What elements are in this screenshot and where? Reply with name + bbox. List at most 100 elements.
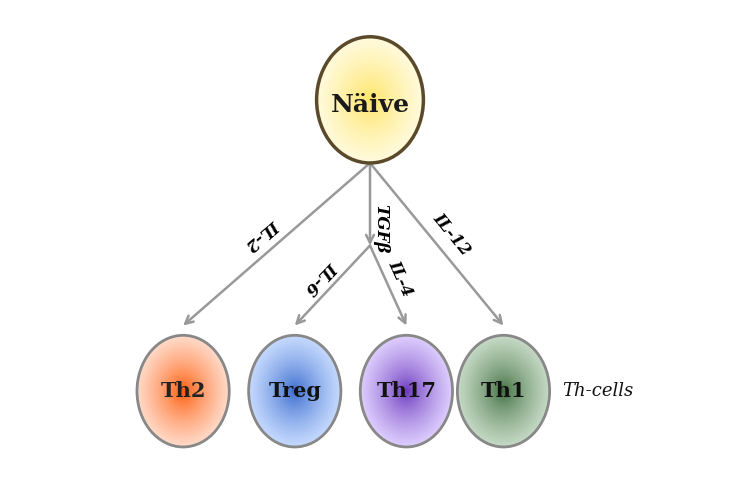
Ellipse shape [324, 46, 416, 154]
Ellipse shape [282, 376, 307, 407]
Ellipse shape [501, 387, 506, 395]
Ellipse shape [358, 85, 382, 114]
Ellipse shape [360, 89, 380, 111]
Ellipse shape [177, 383, 189, 399]
Ellipse shape [286, 380, 304, 402]
Ellipse shape [172, 379, 193, 404]
Ellipse shape [498, 384, 509, 398]
Ellipse shape [319, 40, 421, 160]
Ellipse shape [264, 354, 326, 428]
Ellipse shape [149, 349, 218, 433]
Ellipse shape [263, 352, 327, 430]
Ellipse shape [180, 387, 186, 395]
Ellipse shape [393, 374, 420, 408]
Ellipse shape [390, 372, 423, 410]
Ellipse shape [276, 369, 313, 413]
Ellipse shape [340, 65, 400, 135]
Ellipse shape [394, 377, 419, 406]
Ellipse shape [351, 77, 389, 123]
Text: Treg: Treg [269, 381, 321, 401]
Ellipse shape [488, 372, 519, 410]
Ellipse shape [326, 49, 414, 151]
Ellipse shape [137, 335, 229, 447]
Ellipse shape [281, 375, 308, 407]
Ellipse shape [502, 389, 505, 393]
Ellipse shape [479, 361, 528, 421]
Text: Th2: Th2 [161, 381, 206, 401]
Text: IL-2: IL-2 [242, 216, 282, 253]
Text: Näive: Näive [331, 93, 409, 117]
Ellipse shape [375, 354, 437, 429]
Ellipse shape [465, 345, 542, 437]
Ellipse shape [350, 76, 390, 124]
Ellipse shape [365, 341, 448, 441]
Ellipse shape [472, 354, 534, 429]
Ellipse shape [383, 363, 429, 419]
Ellipse shape [457, 335, 550, 447]
Ellipse shape [144, 344, 222, 438]
Ellipse shape [164, 367, 203, 415]
Text: Th-cells: Th-cells [562, 382, 633, 400]
Ellipse shape [261, 351, 329, 432]
Ellipse shape [268, 358, 322, 424]
Ellipse shape [278, 371, 312, 411]
Ellipse shape [147, 348, 219, 435]
Ellipse shape [317, 37, 423, 162]
Ellipse shape [161, 364, 206, 418]
Ellipse shape [342, 67, 398, 133]
Ellipse shape [369, 345, 445, 437]
Ellipse shape [138, 337, 228, 445]
Ellipse shape [473, 354, 534, 428]
Ellipse shape [152, 354, 215, 429]
Ellipse shape [458, 336, 549, 446]
Ellipse shape [380, 360, 432, 423]
Ellipse shape [334, 57, 406, 142]
Ellipse shape [396, 379, 417, 404]
Ellipse shape [366, 94, 374, 106]
Ellipse shape [346, 72, 394, 128]
Ellipse shape [255, 343, 334, 439]
Ellipse shape [489, 374, 518, 409]
Ellipse shape [500, 387, 507, 395]
Ellipse shape [149, 351, 217, 432]
Ellipse shape [372, 350, 440, 432]
Ellipse shape [171, 377, 195, 406]
Ellipse shape [181, 389, 185, 393]
Ellipse shape [385, 365, 428, 418]
Ellipse shape [322, 43, 418, 157]
Ellipse shape [485, 369, 522, 413]
Ellipse shape [360, 88, 380, 111]
Ellipse shape [283, 377, 306, 405]
Ellipse shape [493, 378, 514, 405]
Ellipse shape [346, 72, 394, 128]
Ellipse shape [152, 354, 214, 428]
Ellipse shape [478, 360, 529, 422]
Ellipse shape [167, 372, 199, 410]
Ellipse shape [366, 342, 447, 440]
Ellipse shape [154, 356, 212, 426]
Ellipse shape [377, 355, 436, 427]
Ellipse shape [459, 337, 548, 445]
Ellipse shape [395, 377, 418, 405]
Ellipse shape [459, 337, 548, 445]
Ellipse shape [289, 383, 301, 399]
Ellipse shape [467, 347, 539, 435]
Ellipse shape [360, 87, 380, 112]
Ellipse shape [366, 95, 374, 105]
Ellipse shape [151, 352, 215, 430]
Ellipse shape [363, 91, 377, 109]
Ellipse shape [169, 374, 197, 408]
Ellipse shape [146, 346, 221, 436]
Ellipse shape [401, 385, 411, 397]
Ellipse shape [320, 41, 420, 159]
Ellipse shape [359, 86, 381, 113]
Ellipse shape [394, 376, 419, 407]
Ellipse shape [361, 337, 451, 445]
Ellipse shape [317, 37, 423, 163]
Ellipse shape [178, 384, 189, 398]
Ellipse shape [172, 378, 194, 405]
Ellipse shape [465, 344, 542, 438]
Ellipse shape [476, 357, 531, 425]
Ellipse shape [481, 364, 526, 418]
Ellipse shape [357, 85, 383, 115]
